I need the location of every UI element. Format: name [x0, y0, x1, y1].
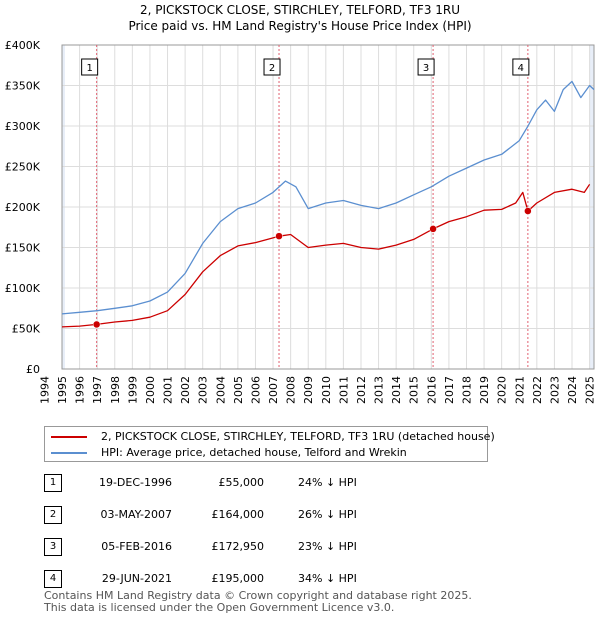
price-chart: 2, PICKSTOCK CLOSE, STIRCHLEY, TELFORD, …: [5, 3, 597, 404]
sale-number-badge: 1: [44, 474, 62, 492]
x-tick-label: 2005: [232, 376, 245, 404]
x-tick-label: 2004: [214, 376, 227, 404]
footer-line: This data is licensed under the Open Gov…: [44, 601, 395, 614]
y-tick-label: £150K: [5, 242, 41, 255]
property-price-line: [61, 183, 591, 328]
x-tick-label: 2013: [373, 376, 386, 404]
y-tick-label: £100K: [5, 282, 41, 295]
y-tick-label: £300K: [5, 120, 41, 133]
x-tick-label: 2012: [355, 376, 368, 404]
x-tick-label: 2010: [320, 376, 333, 404]
sale-marker-box: [417, 58, 435, 76]
legend-label-hpi: HPI: Average price, detached house, Telf…: [101, 446, 407, 459]
y-tick-label: £350K: [5, 80, 41, 93]
sale-marker-number: 4: [518, 63, 524, 74]
sale-date: 29-JUN-2021: [101, 572, 172, 585]
x-tick-label: 2020: [496, 376, 509, 404]
x-tick-label: 2015: [408, 376, 421, 404]
sale-point: [275, 232, 283, 240]
sale-marker-box: [263, 58, 281, 76]
sale-marker-box: [81, 58, 99, 76]
x-tick-label: 2022: [531, 376, 544, 404]
sale-number-badge: 4: [44, 570, 62, 588]
x-tick-label: 2014: [390, 376, 403, 404]
sale-marker-label: 2: [263, 58, 281, 76]
sale-marker-box: [512, 58, 530, 76]
chart-title: 2, PICKSTOCK CLOSE, STIRCHLEY, TELFORD, …: [140, 3, 460, 17]
sale-marker-number: 1: [86, 63, 92, 74]
sale-hpi-diff: 34% ↓ HPI: [298, 572, 357, 585]
x-tick-label: 2018: [460, 376, 473, 404]
sale-number-badge: 3: [44, 538, 62, 556]
sale-date: 19-DEC-1996: [98, 476, 172, 489]
y-tick-label: £50K: [12, 323, 41, 336]
x-tick-label: 2001: [162, 376, 175, 404]
sale-price: £164,000: [211, 508, 265, 521]
sale-marker-number: 2: [269, 63, 275, 74]
x-tick-label: 2006: [249, 376, 262, 404]
x-tick-label: 1999: [126, 376, 139, 404]
sale-hpi-diff: 23% ↓ HPI: [298, 540, 357, 553]
sale-row: 3 05-FEB-2016 £172,950 23% ↓ HPI: [44, 538, 464, 556]
y-tick-label: £200K: [5, 201, 41, 214]
legend-swatch-hpi: [51, 452, 87, 454]
sale-row: 4 29-JUN-2021 £195,000 34% ↓ HPI: [44, 570, 464, 588]
x-tick-label: 1995: [56, 376, 69, 404]
x-tick-label: 2008: [285, 376, 298, 404]
sale-marker-label: 1: [81, 58, 99, 76]
x-tick-label: 1996: [74, 376, 87, 404]
x-tick-label: 1997: [91, 376, 104, 404]
x-tick-label: 2023: [548, 376, 561, 404]
x-tick-label: 2009: [302, 376, 315, 404]
sale-hpi-diff: 26% ↓ HPI: [298, 508, 357, 521]
sale-point: [92, 320, 101, 329]
sale-number-badge: 2: [44, 506, 62, 524]
sale-marker-number: 3: [423, 63, 429, 74]
sale-point: [524, 207, 532, 215]
sale-price: £55,000: [218, 476, 265, 489]
x-tick-label: 2024: [566, 376, 579, 404]
y-tick-label: £250K: [5, 161, 41, 174]
x-tick-label: 2021: [513, 376, 526, 404]
chart-subtitle: Price paid vs. HM Land Registry's House …: [128, 19, 471, 33]
legend-swatch-property: [51, 436, 87, 438]
x-tick-label: 2017: [443, 376, 456, 404]
y-tick-label: £400K: [5, 39, 41, 52]
y-tick-label: £0: [26, 363, 40, 376]
x-tick-label: 2016: [425, 376, 438, 404]
legend: 2, PICKSTOCK CLOSE, STIRCHLEY, TELFORD, …: [44, 426, 495, 462]
x-tick-label: 2011: [337, 376, 350, 404]
sale-marker-label: 3: [417, 58, 435, 76]
sale-price: £195,000: [211, 572, 265, 585]
footer: Contains HM Land Registry data © Crown c…: [44, 590, 472, 614]
footer-line: Contains HM Land Registry data © Crown c…: [44, 589, 472, 602]
x-tick-label: 2025: [584, 376, 597, 404]
sale-point: [429, 225, 437, 233]
sale-price: £172,950: [211, 540, 265, 553]
x-tick-label: 2007: [267, 376, 280, 404]
sale-marker-label: 4: [512, 58, 530, 76]
x-tick-label: 2000: [144, 376, 157, 404]
sale-date: 03-MAY-2007: [100, 508, 172, 521]
x-tick-label: 2019: [478, 376, 491, 404]
sale-row: 1 19-DEC-1996 £55,000 24% ↓ HPI: [44, 474, 464, 492]
x-tick-label: 1998: [109, 376, 122, 404]
sale-date: 05-FEB-2016: [101, 540, 172, 553]
sale-row: 2 03-MAY-2007 £164,000 26% ↓ HPI: [44, 506, 464, 524]
x-tick-label: 1994: [38, 376, 51, 404]
sale-hpi-diff: 24% ↓ HPI: [298, 476, 357, 489]
hpi-line: [61, 80, 595, 315]
x-tick-label: 2002: [179, 376, 192, 404]
plot-frame: [61, 44, 595, 370]
x-tick-label: 2003: [197, 376, 210, 404]
legend-label-property: 2, PICKSTOCK CLOSE, STIRCHLEY, TELFORD, …: [101, 430, 495, 443]
